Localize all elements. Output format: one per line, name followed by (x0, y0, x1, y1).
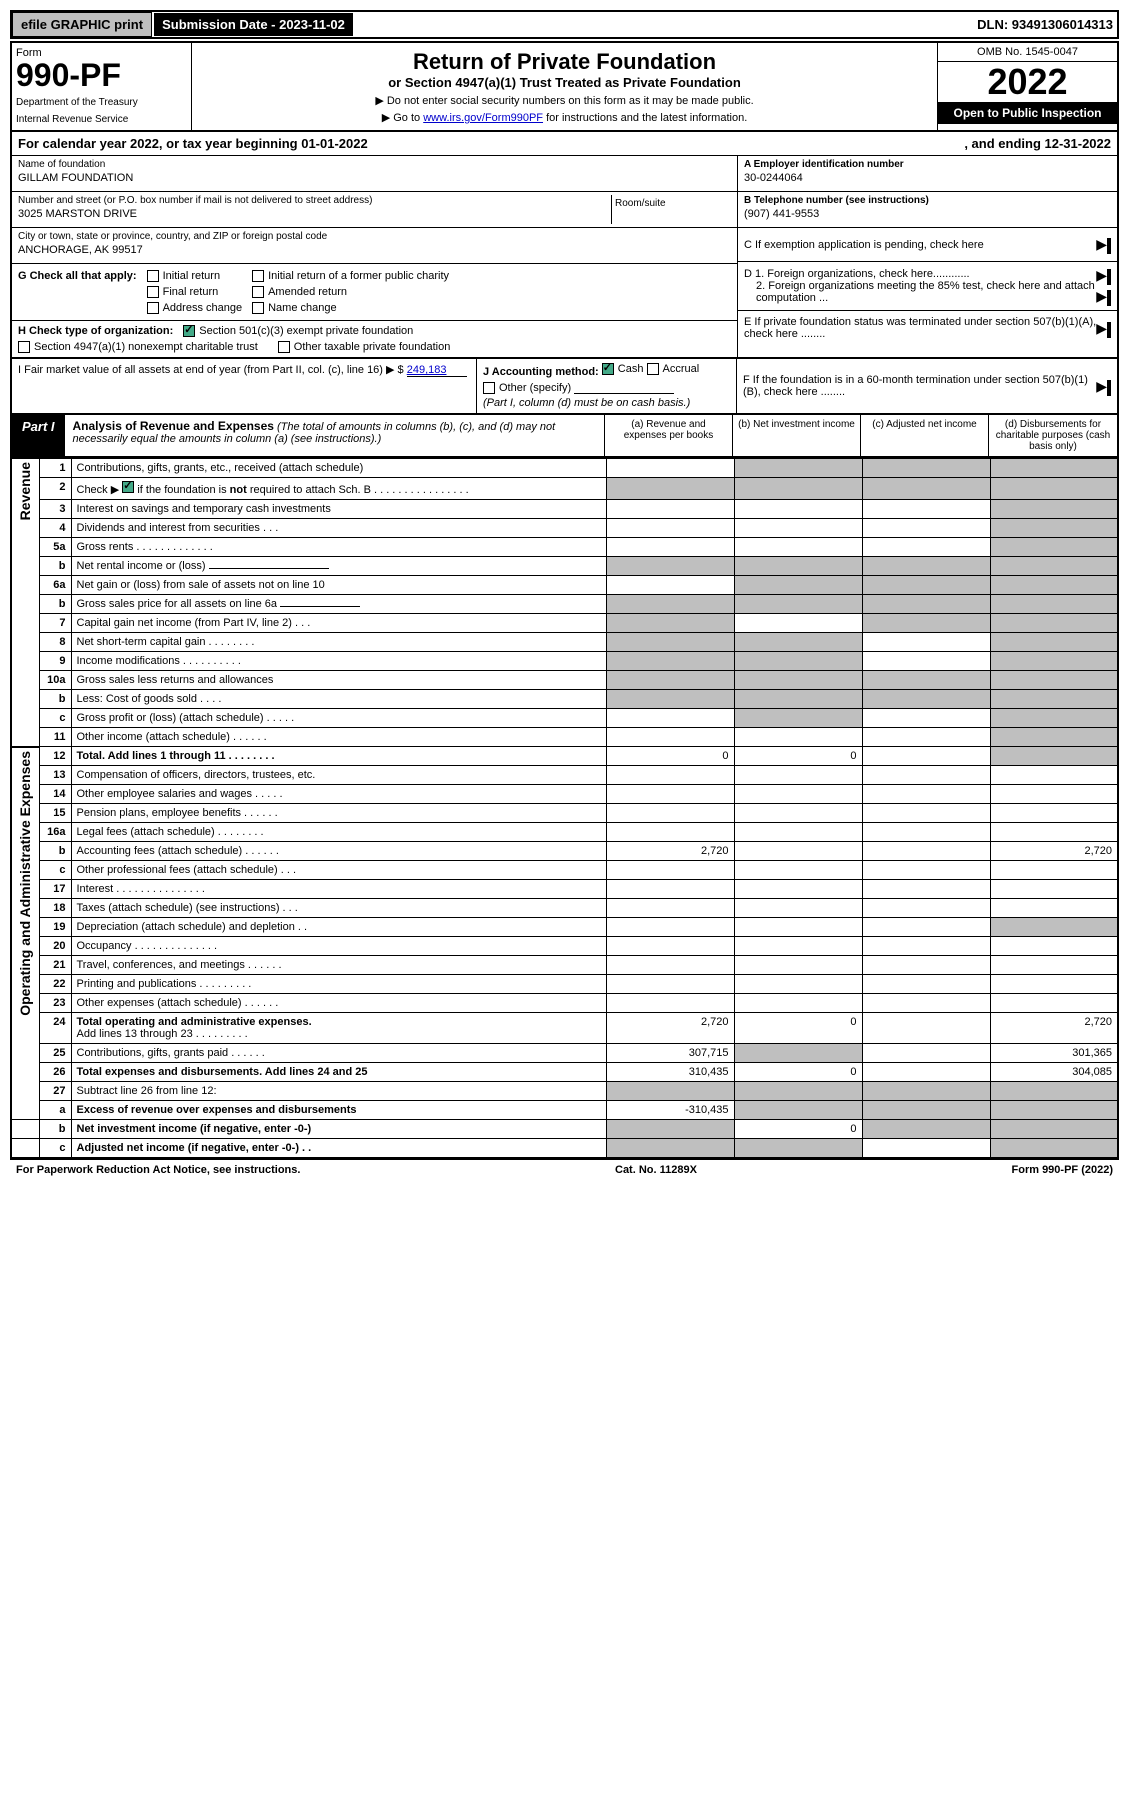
name-label: Name of foundation (18, 159, 731, 170)
dept-irs: Internal Revenue Service (16, 114, 187, 125)
part1-title: Analysis of Revenue and Expenses (73, 419, 274, 433)
opex-label: Operating and Administrative Expenses (17, 751, 33, 1016)
other-tax-checkbox[interactable] (278, 341, 290, 353)
name-change-checkbox[interactable] (252, 302, 264, 314)
addr-label: Number and street (or P.O. box number if… (18, 195, 611, 206)
c-label: C If exemption application is pending, c… (744, 239, 984, 251)
footer-left: For Paperwork Reduction Act Notice, see … (16, 1164, 300, 1176)
note-ssn: ▶ Do not enter social security numbers o… (198, 94, 931, 107)
form-title: Return of Private Foundation (198, 49, 931, 75)
initial-former-checkbox[interactable] (252, 270, 264, 282)
schb-checkbox[interactable] (122, 481, 134, 493)
d1-label: D 1. Foreign organizations, check here..… (744, 268, 1096, 280)
accrual-checkbox[interactable] (647, 363, 659, 375)
page-footer: For Paperwork Reduction Act Notice, see … (10, 1159, 1119, 1180)
footer-mid: Cat. No. 11289X (615, 1164, 697, 1176)
d1-checkbox[interactable] (1107, 269, 1111, 285)
foundation-name: GILLAM FOUNDATION (18, 172, 731, 184)
footer-right: Form 990-PF (2022) (1012, 1164, 1114, 1176)
col-d-head: (d) Disbursements for charitable purpose… (989, 415, 1117, 456)
form-subtitle: or Section 4947(a)(1) Trust Treated as P… (198, 75, 931, 90)
form-header: Form 990-PF Department of the Treasury I… (10, 41, 1119, 132)
tel: (907) 441-9553 (744, 208, 1111, 220)
open-public: Open to Public Inspection (938, 102, 1117, 124)
j-label: J Accounting method: (483, 366, 599, 378)
addr: 3025 MARSTON DRIVE (18, 208, 611, 220)
j-note: (Part I, column (d) must be on cash basi… (483, 397, 690, 409)
e-checkbox[interactable] (1107, 322, 1111, 338)
tel-label: B Telephone number (see instructions) (744, 195, 929, 206)
ein: 30-0244064 (744, 172, 1111, 184)
501c3-checkbox[interactable] (183, 325, 195, 337)
addr-change-checkbox[interactable] (147, 302, 159, 314)
city-label: City or town, state or province, country… (18, 231, 731, 242)
g-label: G Check all that apply: (18, 270, 137, 282)
part1-label: Part I (12, 415, 65, 456)
irs-link[interactable]: www.irs.gov/Form990PF (423, 112, 543, 124)
part1-header: Part I Analysis of Revenue and Expenses … (10, 415, 1119, 458)
c-checkbox[interactable] (1107, 238, 1111, 254)
d2-label: 2. Foreign organizations meeting the 85%… (744, 280, 1096, 304)
col-a-head: (a) Revenue and expenses per books (605, 415, 733, 456)
final-return-checkbox[interactable] (147, 286, 159, 298)
form-number: 990-PF (16, 59, 187, 91)
note-link: ▶ Go to www.irs.gov/Form990PF for instru… (198, 111, 931, 124)
tax-year: 2022 (938, 62, 1117, 102)
other-method-checkbox[interactable] (483, 382, 495, 394)
city: ANCHORAGE, AK 99517 (18, 244, 731, 256)
dept-treasury: Department of the Treasury (16, 97, 187, 108)
4947-checkbox[interactable] (18, 341, 30, 353)
omb-number: OMB No. 1545-0047 (938, 43, 1117, 62)
h-label: H Check type of organization: (18, 325, 173, 337)
revenue-label: Revenue (17, 462, 33, 520)
f-checkbox[interactable] (1107, 380, 1111, 396)
calendar-year-row: For calendar year 2022, or tax year begi… (10, 132, 1119, 156)
initial-return-checkbox[interactable] (147, 270, 159, 282)
i-value[interactable]: 249,183 (407, 364, 467, 377)
ein-label: A Employer identification number (744, 159, 904, 170)
section-ijf: I Fair market value of all assets at end… (10, 359, 1119, 415)
room-label: Room/suite (615, 198, 728, 209)
cash-checkbox[interactable] (602, 363, 614, 375)
e-label: E If private foundation status was termi… (744, 316, 1096, 340)
amended-checkbox[interactable] (252, 286, 264, 298)
d2-checkbox[interactable] (1107, 290, 1111, 306)
efile-print-button[interactable]: efile GRAPHIC print (12, 12, 152, 37)
part1-table: Revenue 1Contributions, gifts, grants, e… (10, 458, 1119, 1159)
submission-date: Submission Date - 2023-11-02 (154, 13, 353, 36)
i-label: I Fair market value of all assets at end… (18, 364, 404, 376)
f-label: F If the foundation is in a 60-month ter… (743, 374, 1096, 398)
top-bar: efile GRAPHIC print Submission Date - 20… (10, 10, 1119, 39)
col-b-head: (b) Net investment income (733, 415, 861, 456)
dln: DLN: 93491306014313 (977, 17, 1117, 32)
entity-info: Name of foundation GILLAM FOUNDATION Num… (10, 156, 1119, 359)
col-c-head: (c) Adjusted net income (861, 415, 989, 456)
